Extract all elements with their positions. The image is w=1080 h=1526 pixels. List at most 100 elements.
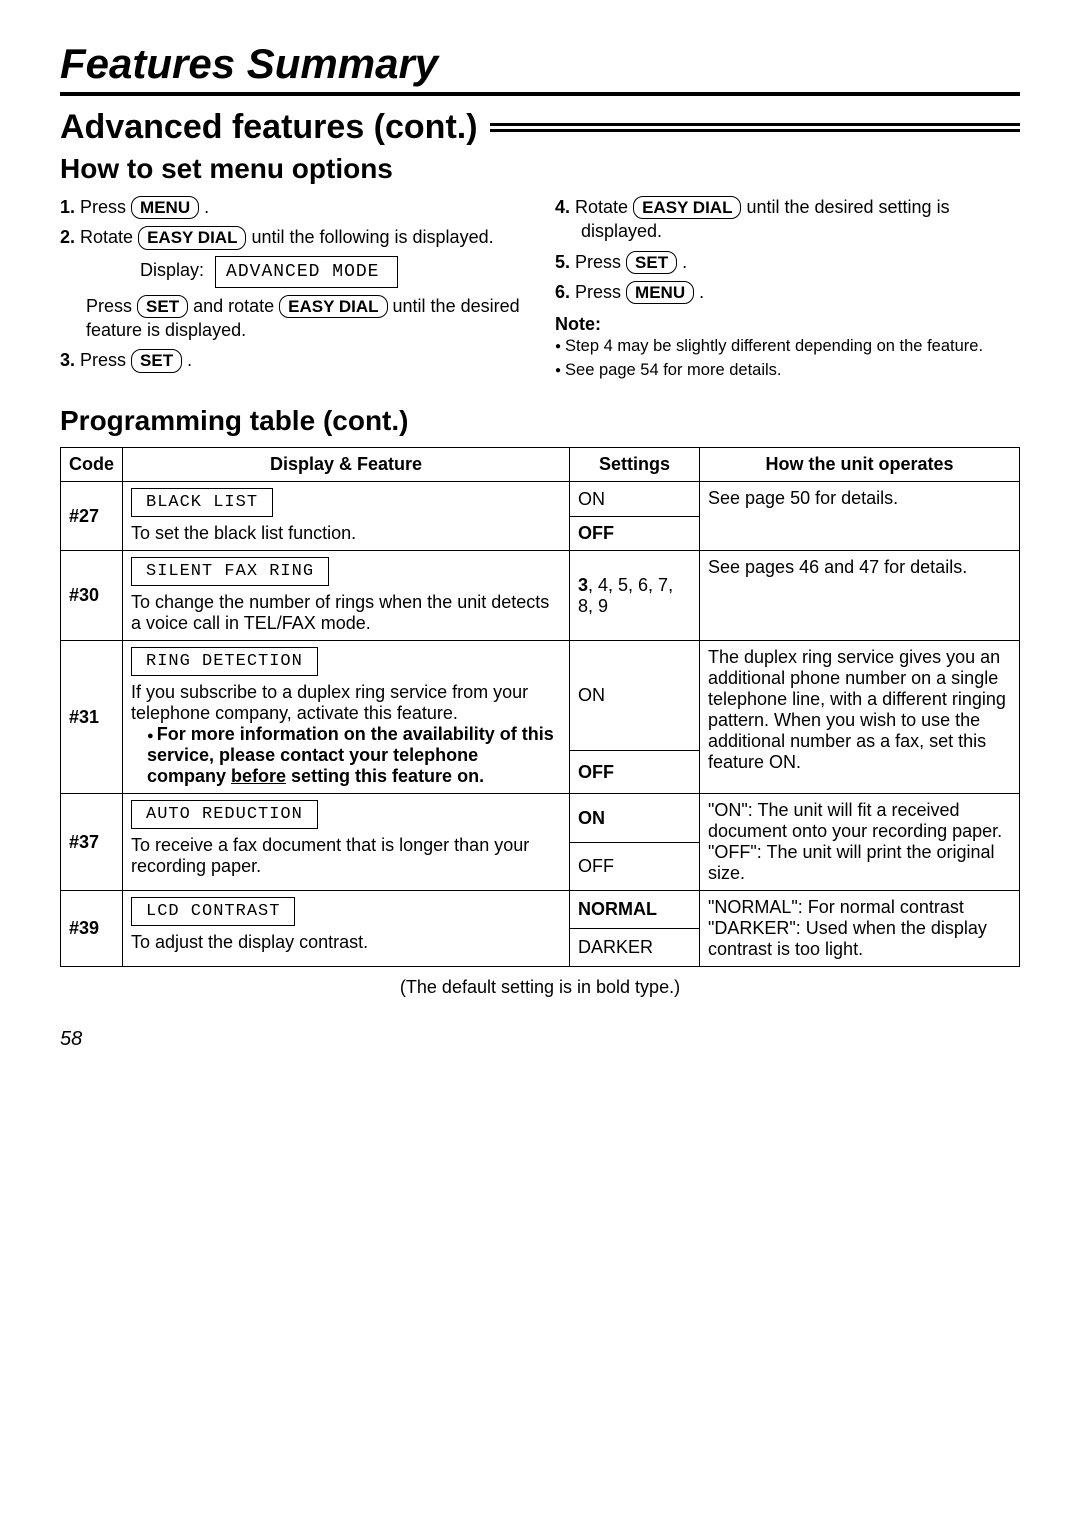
code-cell: #31 xyxy=(61,641,123,794)
subsection-heading: How to set menu options xyxy=(60,153,1020,185)
code-cell: #39 xyxy=(61,891,123,967)
step-number: 6. xyxy=(555,282,570,302)
code-cell: #30 xyxy=(61,551,123,641)
step-text: Press xyxy=(80,350,131,370)
set-button-label: SET xyxy=(626,251,677,274)
settings-cell: OFF xyxy=(570,516,700,551)
step-1: 1. Press MENU . xyxy=(60,195,525,219)
settings-cell: DARKER xyxy=(570,929,700,967)
page-number: 58 xyxy=(60,1028,1020,1051)
operates-cell: "NORMAL": For normal contrast "DARKER": … xyxy=(700,891,1020,967)
feature-display-box: LCD CONTRAST xyxy=(131,897,295,926)
display-label: Display: xyxy=(140,260,204,280)
display-value-box: ADVANCED MODE xyxy=(215,256,398,288)
programming-table-heading: Programming table (cont.) xyxy=(60,405,1020,437)
feature-note-item: For more information on the availability… xyxy=(147,724,561,787)
feature-desc: To adjust the display contrast. xyxy=(131,932,561,953)
step-text: . xyxy=(694,282,704,302)
step-text: . xyxy=(677,252,687,272)
set-button-label: SET xyxy=(137,295,188,318)
note-item: See page 54 for more details. xyxy=(555,360,1020,381)
settings-cell: OFF xyxy=(570,842,700,891)
settings-cell: ON xyxy=(570,794,700,843)
step-6: 6. Press MENU . xyxy=(555,280,1020,304)
table-row: #31 RING DETECTION If you subscribe to a… xyxy=(61,641,1020,751)
operates-cell: The duplex ring service gives you an add… xyxy=(700,641,1020,794)
step-text: and rotate xyxy=(188,296,279,316)
col-operates: How the unit operates xyxy=(700,448,1020,482)
col-display-feature: Display & Feature xyxy=(123,448,570,482)
step-text: Rotate xyxy=(80,227,138,247)
step-text: Rotate xyxy=(575,197,633,217)
step-4: 4. Rotate EASY DIAL until the desired se… xyxy=(555,195,1020,244)
section-heading-row: Advanced features (cont.) xyxy=(60,108,1020,147)
menu-button-label: MENU xyxy=(626,281,694,304)
step-text: Press xyxy=(80,197,131,217)
feature-desc: To set the black list function. xyxy=(131,523,561,544)
feature-desc: To change the number of rings when the u… xyxy=(131,592,561,634)
feature-cell: AUTO REDUCTION To receive a fax document… xyxy=(123,794,570,891)
settings-cell: ON xyxy=(570,641,700,751)
settings-cell: NORMAL xyxy=(570,891,700,929)
step-number: 5. xyxy=(555,252,570,272)
heading-rule xyxy=(490,123,1020,132)
operates-line: "NORMAL": For normal contrast xyxy=(708,897,1011,918)
table-row: #27 BLACK LIST To set the black list fun… xyxy=(61,482,1020,517)
feature-cell: LCD CONTRAST To adjust the display contr… xyxy=(123,891,570,967)
note-item: Step 4 may be slightly different dependi… xyxy=(555,336,1020,357)
step-number: 4. xyxy=(555,197,570,217)
easy-dial-button-label: EASY DIAL xyxy=(279,295,387,318)
step-text: Press xyxy=(575,282,626,302)
easy-dial-button-label: EASY DIAL xyxy=(633,196,741,219)
programming-table: Code Display & Feature Settings How the … xyxy=(60,447,1020,967)
easy-dial-button-label: EASY DIAL xyxy=(138,226,246,249)
section-heading: Advanced features (cont.) xyxy=(60,108,478,147)
feature-display-box: SILENT FAX RING xyxy=(131,557,329,586)
settings-cell: ON xyxy=(570,482,700,517)
step-number: 1. xyxy=(60,197,75,217)
feature-note-list: For more information on the availability… xyxy=(131,724,561,787)
table-row: #30 SILENT FAX RING To change the number… xyxy=(61,551,1020,641)
operates-cell: See page 50 for details. xyxy=(700,482,1020,551)
code-cell: #37 xyxy=(61,794,123,891)
display-row: Display: ADVANCED MODE xyxy=(60,256,525,288)
feature-display-box: AUTO REDUCTION xyxy=(131,800,318,829)
step-2: 2. Rotate EASY DIAL until the following … xyxy=(60,225,525,249)
col-settings: Settings xyxy=(570,448,700,482)
feature-desc: If you subscribe to a duplex ring servic… xyxy=(131,682,561,724)
step-5: 5. Press SET . xyxy=(555,250,1020,274)
table-row: #37 AUTO REDUCTION To receive a fax docu… xyxy=(61,794,1020,843)
operates-cell: "ON": The unit will fit a received docum… xyxy=(700,794,1020,891)
step-3: 3. Press SET . xyxy=(60,348,525,372)
steps-left-column: 1. Press MENU . 2. Rotate EASY DIAL unti… xyxy=(60,195,525,383)
step-2-continued: Press SET and rotate EASY DIAL until the… xyxy=(60,294,525,343)
operates-line: "OFF": The unit will print the original … xyxy=(708,842,1011,884)
feature-display-box: RING DETECTION xyxy=(131,647,318,676)
code-cell: #27 xyxy=(61,482,123,551)
feature-cell: BLACK LIST To set the black list functio… xyxy=(123,482,570,551)
step-text: until the following is displayed. xyxy=(246,227,493,247)
default-setting-note: (The default setting is in bold type.) xyxy=(60,977,1020,998)
operates-line: "DARKER": Used when the display contrast… xyxy=(708,918,1011,960)
table-header-row: Code Display & Feature Settings How the … xyxy=(61,448,1020,482)
menu-button-label: MENU xyxy=(131,196,199,219)
step-text: . xyxy=(182,350,192,370)
feature-cell: RING DETECTION If you subscribe to a dup… xyxy=(123,641,570,794)
step-number: 2. xyxy=(60,227,75,247)
note-heading: Note: xyxy=(555,312,1020,336)
page-title: Features Summary xyxy=(60,40,1020,96)
operates-line: "ON": The unit will fit a received docum… xyxy=(708,800,1011,842)
step-text: . xyxy=(199,197,209,217)
col-code: Code xyxy=(61,448,123,482)
note-list: Step 4 may be slightly different dependi… xyxy=(555,336,1020,381)
step-text: Press xyxy=(86,296,137,316)
feature-desc: To receive a fax document that is longer… xyxy=(131,835,561,877)
settings-cell: 3, 4, 5, 6, 7, 8, 9 xyxy=(570,551,700,641)
table-row: #39 LCD CONTRAST To adjust the display c… xyxy=(61,891,1020,929)
settings-cell: OFF xyxy=(570,751,700,794)
step-text: Press xyxy=(575,252,626,272)
steps-columns: 1. Press MENU . 2. Rotate EASY DIAL unti… xyxy=(60,195,1020,383)
feature-cell: SILENT FAX RING To change the number of … xyxy=(123,551,570,641)
feature-display-box: BLACK LIST xyxy=(131,488,273,517)
steps-right-column: 4. Rotate EASY DIAL until the desired se… xyxy=(555,195,1020,383)
